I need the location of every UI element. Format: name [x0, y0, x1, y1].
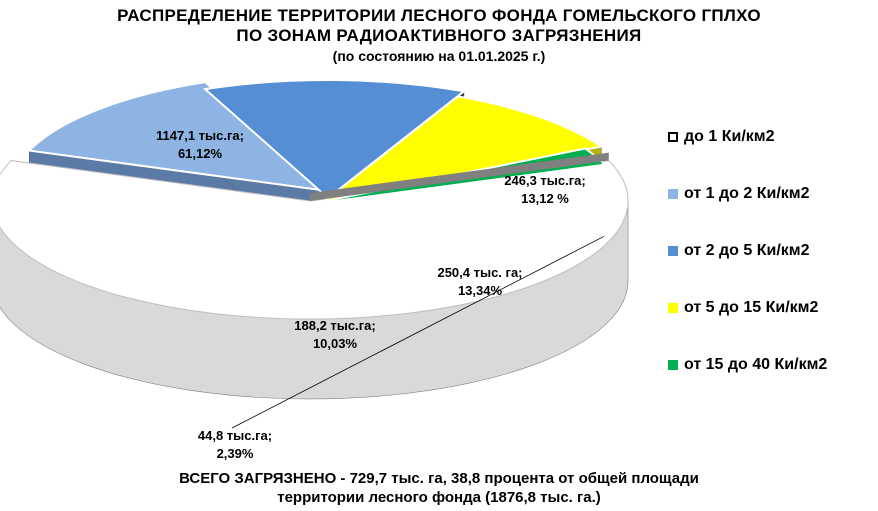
pie-slice-1	[27, 81, 332, 193]
pie-slice-3	[321, 95, 604, 204]
footer-total-line2: территории лесного фонда (1876,8 тыс. га…	[277, 489, 601, 506]
legend-label-0: до 1 Ки/км2	[684, 128, 775, 145]
legend-swatch-4	[668, 360, 678, 370]
pie-slice-0	[0, 160, 629, 320]
legend-swatch-3	[668, 303, 678, 313]
legend-label-2: от 2 до 5 Ки/км2	[684, 242, 810, 259]
data-label-3-percent: 10,03%	[313, 336, 358, 351]
legend-swatch-0	[668, 132, 678, 142]
legend-item-0: до 1 Ки/км2	[668, 128, 775, 146]
data-label-0-percent: 61,12%	[178, 146, 223, 161]
data-label-0-value: 1147,1 тыс.га;	[156, 128, 244, 143]
footer-total-line1: ВСЕГО ЗАГРЯЗНЕНО - 729,7 тыс. га, 38,8 п…	[179, 470, 699, 487]
legend-label-4: от 15 до 40 Ки/км2	[684, 356, 828, 373]
data-label-4: 44,8 тыс.га; 2,39%	[198, 428, 272, 461]
pie-slice-2	[202, 79, 467, 200]
chart-title-line2: ПО ЗОНАМ РАДИОАКТИВНОГО ЗАГРЯЗНЕНИЯ	[236, 26, 642, 45]
legend-label-1: от 1 до 2 Ки/км2	[684, 185, 810, 202]
legend-item-2: от 2 до 5 Ки/км2	[668, 242, 810, 260]
data-label-2-percent: 13,34%	[458, 283, 503, 298]
data-label-0: 1147,1 тыс.га; 61,12%	[156, 128, 244, 161]
legend-swatch-1	[668, 189, 678, 199]
legend-label-3: от 5 до 15 Ки/км2	[684, 299, 819, 316]
data-label-4-percent: 2,39%	[217, 446, 254, 461]
data-label-3: 188,2 тыс.га; 10,03%	[294, 318, 375, 351]
slice-0-back-rim	[310, 152, 609, 201]
pie-labels-layer: 1147,1 тыс.га; 61,12% 246,3 тыс.га; 13,12 %…	[156, 128, 605, 461]
pie-tops-layer	[0, 79, 629, 320]
data-label-2-value: 250,4 тыс. га;	[437, 265, 522, 280]
data-label-1-value: 246,3 тыс.га;	[504, 173, 585, 188]
legend-swatch-2	[668, 246, 678, 256]
data-label-3-value: 188,2 тыс.га;	[294, 318, 375, 333]
chart-title-line1: РАСПРЕДЕЛЕНИЕ ТЕРРИТОРИИ ЛЕСНОГО ФОНДА Г…	[117, 6, 761, 25]
legend-item-3: от 5 до 15 Ки/км2	[668, 299, 818, 317]
legend-item-1: от 1 до 2 Ки/км2	[668, 185, 810, 203]
leader-line-4	[231, 236, 605, 429]
data-label-1: 246,3 тыс.га; 13,12 %	[504, 173, 585, 206]
chart-subtitle: (по состоянию на 01.01.2025 г.)	[332, 48, 546, 64]
legend-item-4: от 15 до 40 Ки/км2	[668, 356, 827, 374]
data-label-1-percent: 13,12 %	[521, 191, 569, 206]
data-label-4-value: 44,8 тыс.га;	[198, 428, 272, 443]
